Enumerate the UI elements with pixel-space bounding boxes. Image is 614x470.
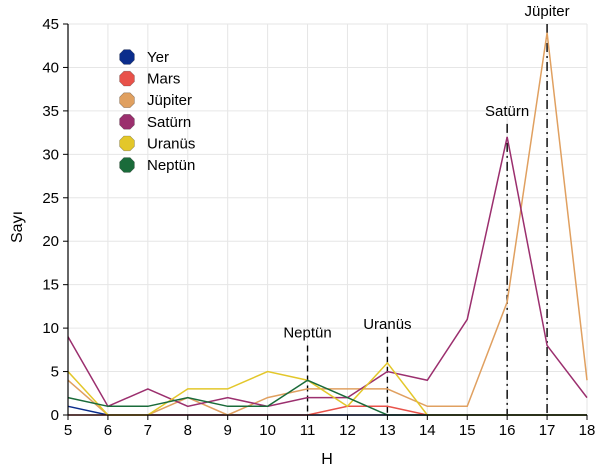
y-axis-label: Sayı xyxy=(9,211,26,243)
y-tick-label-35: 35 xyxy=(42,103,59,120)
tick-labels: 5 6 7 8 9 10 11 12 13 14 15 16 17 1805101520253035404… xyxy=(42,16,595,439)
axes xyxy=(63,23,588,420)
x-tick-label-16: 16 xyxy=(499,422,516,439)
legend-label-sat-rn: Satürn xyxy=(147,114,191,131)
y-tick-label-25: 25 xyxy=(42,190,59,207)
x-tick-label-14: 14 xyxy=(419,422,436,439)
legend-marker-mars xyxy=(119,70,135,87)
y-tick-label-10: 10 xyxy=(42,320,59,337)
legend-label-mars: Mars xyxy=(147,71,180,88)
legend-marker-nept-n xyxy=(119,157,135,173)
y-tick-label-15: 15 xyxy=(42,277,59,294)
annotation-label-nept-n: Neptün xyxy=(283,324,331,341)
annotations: Neptün Uranüs Satürn Jüpiter xyxy=(283,3,570,415)
x-tick-label-15: 15 xyxy=(459,422,476,439)
x-tick-label-11: 11 xyxy=(300,422,316,439)
annotation-label-sat-rn: Satürn xyxy=(485,103,529,120)
x-tick-label-18: 18 xyxy=(579,422,596,439)
legend-marker-j-piter xyxy=(119,92,135,108)
y-tick-label-30: 30 xyxy=(42,146,59,163)
x-tick-label-17: 17 xyxy=(539,422,556,439)
annotation-label-uran-s: Uranüs xyxy=(363,316,411,333)
series-line-sat-rn xyxy=(67,136,588,408)
x-tick-label-13: 13 xyxy=(379,422,396,439)
legend-marker-sat-rn xyxy=(119,114,135,130)
legend-marker-uran-s xyxy=(119,135,135,152)
x-tick-label-8: 8 xyxy=(184,422,192,439)
legend-label-j-piter: Jüpiter xyxy=(147,92,192,109)
y-tick-label-45: 45 xyxy=(42,16,59,33)
legend-label-yer: Yer xyxy=(147,49,169,66)
legend-label-nept-n: Neptün xyxy=(147,157,195,174)
series-line-j-piter xyxy=(67,32,588,416)
series-lines xyxy=(67,32,588,416)
x-tick-label-12: 12 xyxy=(339,422,356,439)
legend-label-uran-s: Uranüs xyxy=(147,135,195,152)
y-tick-label-40: 40 xyxy=(42,59,59,76)
x-tick-label-9: 9 xyxy=(224,422,232,439)
grid xyxy=(67,23,588,416)
legend-marker-yer xyxy=(119,49,135,65)
x-tick-label-7: 7 xyxy=(144,422,152,439)
legend: Yer Mars Jüpiter Satürn Uranüs Neptün xyxy=(119,49,195,174)
x-tick-label-6: 6 xyxy=(104,422,112,439)
x-tick-label-10: 10 xyxy=(259,422,276,439)
y-tick-label-0: 0 xyxy=(51,407,59,424)
y-tick-label-5: 5 xyxy=(51,364,59,381)
annotation-label-j-piter: Jüpiter xyxy=(525,3,570,20)
x-axis-label: H xyxy=(321,451,333,468)
y-tick-label-20: 20 xyxy=(42,233,59,250)
series-line-mars xyxy=(68,405,587,416)
x-tick-label-5: 5 xyxy=(64,422,72,439)
